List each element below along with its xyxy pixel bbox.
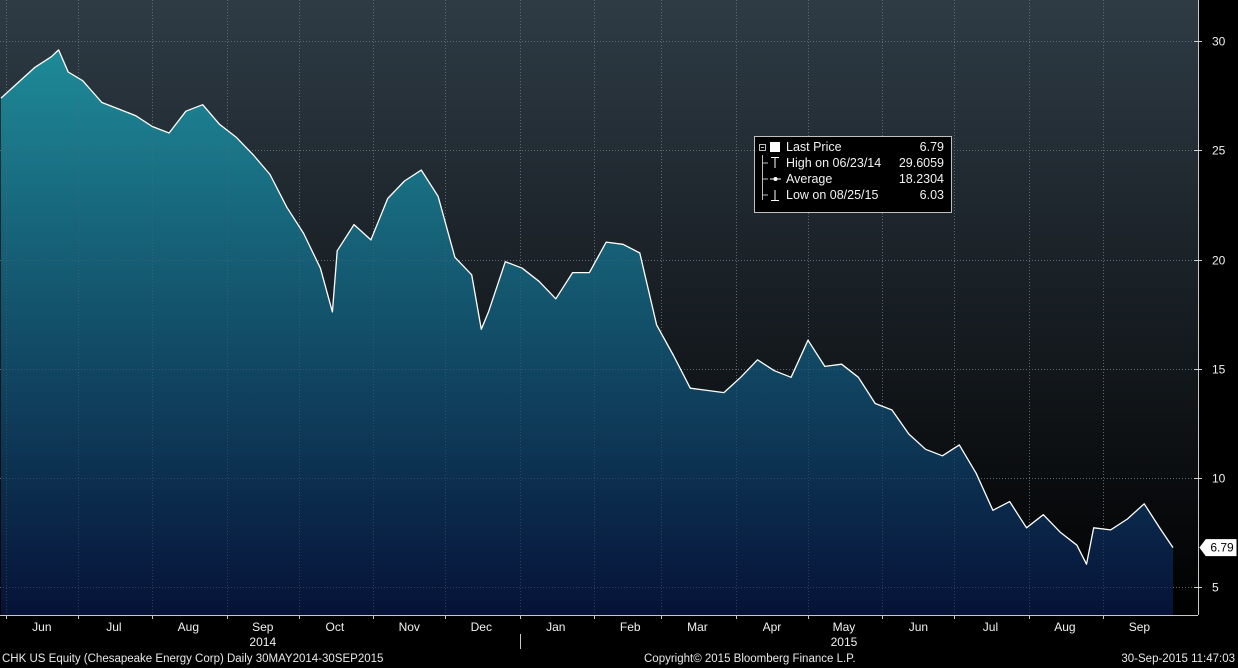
footer-timestamp: 30-Sep-2015 11:47:03 <box>1121 653 1235 665</box>
grid-lines-over-area <box>0 0 1198 615</box>
x-tick-label: Dec <box>471 620 492 634</box>
legend-value: 6.03 <box>920 188 944 202</box>
y-tick-label: 5 <box>1212 581 1219 595</box>
legend-row: Average 18.2304 <box>763 172 944 186</box>
y-tick-label: 25 <box>1212 144 1226 158</box>
year-label-2014: 2014 <box>249 635 276 649</box>
x-tick-label: Feb <box>620 620 641 634</box>
legend-frame <box>754 136 952 213</box>
collapse-icon <box>759 144 766 151</box>
axes: 5 10 15 20 25 30 Jun Jul Aug Sep Oct Nov Dec Jan Feb Ma… <box>0 0 1237 649</box>
legend-row: High on 06/23/14 29.6059 <box>763 156 944 170</box>
x-tick-label: Sep <box>252 620 274 634</box>
last-price-flag-label: 6.79 <box>1210 541 1234 555</box>
legend-label: Low on 08/25/15 <box>786 188 878 202</box>
price-line <box>0 49 1174 565</box>
y-tick-label: 30 <box>1212 35 1226 49</box>
x-tick-label: Oct <box>325 620 344 634</box>
x-tick-label: Sep <box>1129 620 1151 634</box>
footer-security-description: CHK US Equity (Chesapeake Energy Corp) D… <box>2 653 384 665</box>
y-tick-label: 15 <box>1212 363 1226 377</box>
last-price-flag-shape <box>1199 539 1237 557</box>
x-tick-label: Apr <box>763 620 782 634</box>
legend-row: Last Price 6.79 <box>759 140 944 154</box>
x-tick-label: Jul <box>983 620 998 634</box>
x-tick-label: Nov <box>399 620 420 634</box>
legend-value: 6.79 <box>920 140 944 154</box>
legend-value: 29.6059 <box>899 156 944 170</box>
x-tick-label: May <box>833 620 856 634</box>
last-price-flag: 6.79 <box>1199 539 1237 557</box>
legend-value: 18.2304 <box>899 172 944 186</box>
y-tick-label: 10 <box>1212 472 1226 486</box>
x-tick-label: Aug <box>1054 620 1075 634</box>
legend-label: Last Price <box>786 140 842 154</box>
x-tick-label: Aug <box>178 620 199 634</box>
legend-label: Average <box>786 172 832 186</box>
legend-box: Last Price 6.79 High on 06/23/14 29.6059 Ave… <box>754 136 952 213</box>
price-area-fill <box>1 49 1173 615</box>
x-tick-label: Jul <box>106 620 121 634</box>
footer-copyright: Copyright© 2015 Bloomberg Finance L.P. <box>644 653 856 665</box>
x-tick-label: Jun <box>32 620 51 634</box>
year-label-2015: 2015 <box>831 635 858 649</box>
square-icon <box>770 142 780 152</box>
footer-bar: CHK US Equity (Chesapeake Energy Corp) D… <box>0 651 1238 668</box>
x-tick-label: Jan <box>546 620 565 634</box>
x-tick-label: Jun <box>909 620 928 634</box>
y-tick-label: 20 <box>1212 254 1226 268</box>
x-tick-label: Mar <box>687 620 708 634</box>
legend-row: Low on 08/25/15 6.03 <box>763 188 944 202</box>
legend-label: High on 06/23/14 <box>786 156 881 170</box>
average-marker-dot <box>773 177 778 181</box>
